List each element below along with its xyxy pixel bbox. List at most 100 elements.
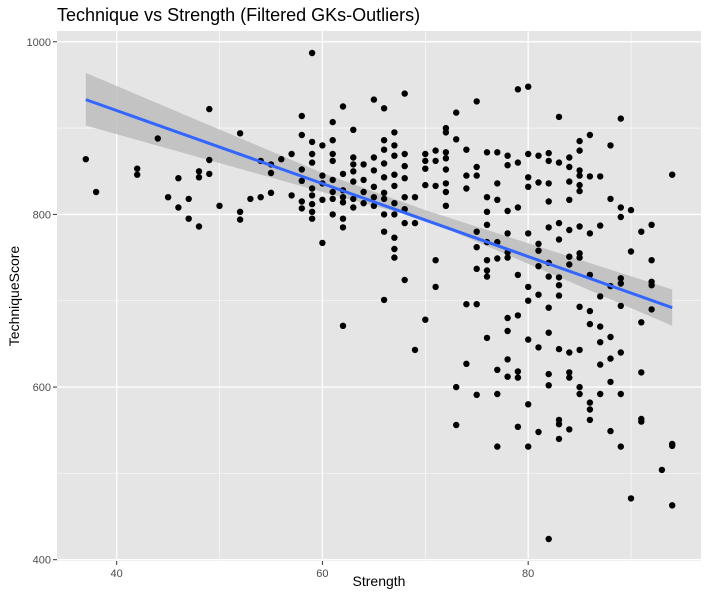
data-point [525, 150, 532, 158]
data-point [339, 194, 347, 201]
data-point [566, 369, 573, 376]
data-point [555, 292, 563, 299]
data-point [576, 187, 583, 195]
data-point [339, 199, 347, 206]
data-point [442, 155, 450, 162]
data-point [504, 356, 511, 363]
data-point [308, 49, 316, 57]
data-point [494, 443, 501, 450]
data-point [350, 178, 357, 185]
data-point [463, 301, 470, 308]
data-point [298, 166, 305, 173]
data-point [525, 283, 532, 291]
data-point [308, 200, 316, 208]
data-point [638, 418, 645, 425]
data-point [473, 172, 480, 179]
y-tick-label: 400 [33, 555, 51, 567]
data-point [308, 159, 316, 166]
data-point [432, 157, 439, 165]
data-point [216, 202, 223, 209]
x-axis-ticks: 40 60 80 [111, 561, 534, 580]
data-point [555, 236, 563, 243]
data-point [555, 282, 563, 289]
data-point [247, 195, 254, 203]
data-point [504, 162, 511, 169]
data-point [463, 146, 470, 153]
data-point [555, 421, 563, 428]
data-point [432, 147, 439, 154]
data-point [319, 172, 326, 179]
data-point [555, 345, 563, 353]
data-point [319, 239, 326, 247]
data-point [380, 160, 388, 167]
data-point [566, 196, 573, 203]
data-point [617, 213, 624, 221]
data-point [586, 416, 594, 424]
data-point [401, 90, 408, 97]
data-point [463, 172, 470, 179]
data-point [453, 383, 460, 391]
data-point [586, 406, 594, 413]
data-point [329, 150, 336, 158]
data-point [360, 161, 367, 168]
data-point [442, 188, 450, 196]
data-point [525, 230, 532, 237]
data-point [566, 163, 573, 171]
data-point [627, 495, 635, 502]
data-point [370, 183, 378, 190]
data-point [473, 265, 480, 272]
data-point [401, 162, 408, 170]
data-point [617, 390, 624, 398]
data-point [597, 293, 604, 300]
data-point [607, 427, 614, 435]
data-point [236, 216, 244, 223]
data-point [360, 200, 367, 207]
data-point [308, 215, 316, 222]
data-point [483, 257, 491, 264]
data-point [82, 156, 90, 163]
data-point [380, 296, 388, 304]
data-point [360, 176, 367, 184]
data-point [607, 333, 614, 341]
data-point [514, 86, 522, 93]
data-point [597, 390, 604, 398]
data-point [308, 208, 316, 215]
data-point [370, 194, 378, 201]
data-point [267, 169, 275, 177]
data-point [545, 382, 552, 389]
data-point [483, 208, 491, 215]
data-point [422, 316, 429, 323]
data-point [473, 391, 480, 398]
data-point [586, 230, 594, 237]
data-point [432, 257, 439, 264]
data-point [391, 245, 398, 253]
data-point [566, 349, 573, 356]
data-point [555, 274, 563, 281]
data-point [535, 291, 542, 298]
data-point [535, 428, 542, 436]
data-point [463, 185, 470, 192]
data-point [401, 219, 408, 227]
data-point [566, 154, 573, 161]
data-point [669, 171, 676, 178]
data-point [576, 303, 583, 310]
data-point [617, 275, 624, 282]
data-point [576, 383, 583, 391]
data-point [483, 267, 491, 274]
x-tick-label: 60 [316, 568, 328, 580]
data-point [535, 152, 542, 159]
data-point [257, 194, 264, 201]
data-point [380, 146, 388, 153]
data-point [494, 255, 501, 262]
data-point [514, 159, 522, 166]
data-point [401, 150, 408, 158]
data-point [329, 157, 336, 165]
data-point [576, 137, 583, 145]
data-point [391, 254, 398, 261]
data-point [463, 360, 470, 367]
data-point [422, 181, 429, 189]
data-point [442, 166, 450, 173]
data-point [308, 150, 316, 158]
